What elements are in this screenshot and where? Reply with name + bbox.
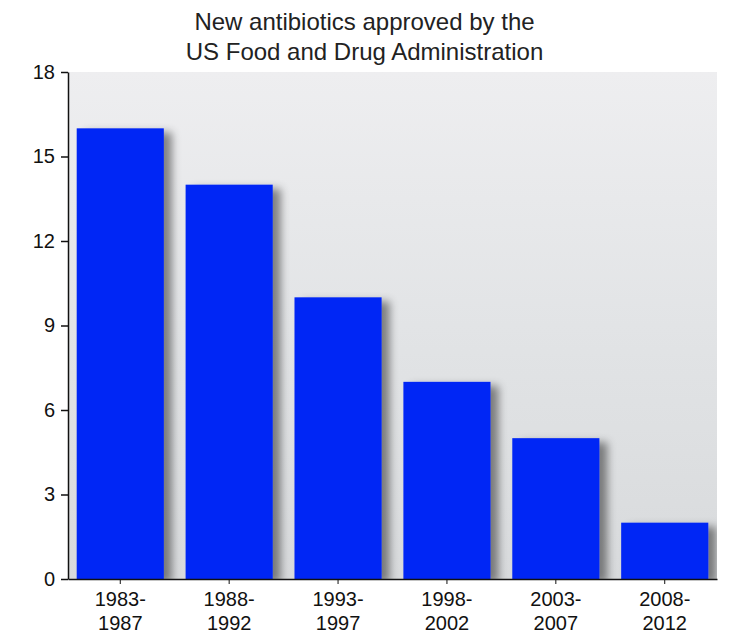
y-tick-label: 12 [33,230,55,252]
x-tick: 1993-1997 [312,579,363,634]
y-tick: 6 [44,399,68,421]
x-tick-mark [229,579,230,584]
y-tick: 0 [44,568,68,590]
x-tick-mark [446,579,447,584]
x-tick-label: 2003-2007 [530,588,581,634]
y-tick: 15 [33,145,68,167]
x-tick-mark [338,579,339,584]
bar [77,128,164,579]
y-tick-mark [61,72,68,74]
y-tick-label: 15 [33,145,55,167]
y-tick-label: 3 [44,483,55,505]
x-axis: 1983-1987 1988-1992 1993-1997 1998-2002 2003… [69,579,718,634]
x-tick: 1998-2002 [421,579,472,634]
bar [294,297,381,579]
y-tick-mark [61,241,68,243]
x-tick-mark [555,579,556,584]
x-tick-label: 1988-1992 [204,588,255,634]
y-tick-mark [61,494,68,496]
plot-area: 0 3 6 9 12 15 18 1983-1987 1988-1992 1993-1997 199… [33,61,718,634]
x-tick-label: 1993-1997 [312,588,363,634]
x-tick-label: 2008-2012 [639,588,690,634]
y-tick-mark [61,325,68,327]
chart-title: New antibiotics approved by theUS Food a… [186,8,544,65]
y-tick-label: 6 [44,399,55,421]
x-tick-mark [120,579,121,584]
x-tick: 1988-1992 [204,579,255,634]
y-tick-mark [61,579,68,581]
y-tick-mark [61,156,68,158]
plot-background [68,72,717,579]
y-tick-mark [61,410,68,412]
bars [77,128,709,579]
x-tick: 2008-2012 [639,579,690,634]
x-tick-mark [664,579,665,584]
y-tick-label: 0 [44,568,55,590]
x-tick-label: 1983-1987 [95,588,146,634]
x-tick-label: 1998-2002 [421,588,472,634]
y-tick: 18 [33,61,68,83]
x-tick: 1983-1987 [95,579,146,634]
x-tick: 2003-2007 [530,579,581,634]
y-axis: 0 3 6 9 12 15 18 [33,61,69,590]
bar [186,185,273,579]
y-tick: 3 [44,483,68,505]
bar [621,523,708,579]
bar [403,382,490,579]
x-axis-line [69,579,718,581]
y-tick: 12 [33,230,68,252]
chart: New antibiotics approved by theUS Food a… [0,0,729,641]
y-tick-label: 18 [33,61,55,83]
y-tick: 9 [44,314,68,336]
y-tick-label: 9 [44,314,55,336]
bar [512,438,599,579]
